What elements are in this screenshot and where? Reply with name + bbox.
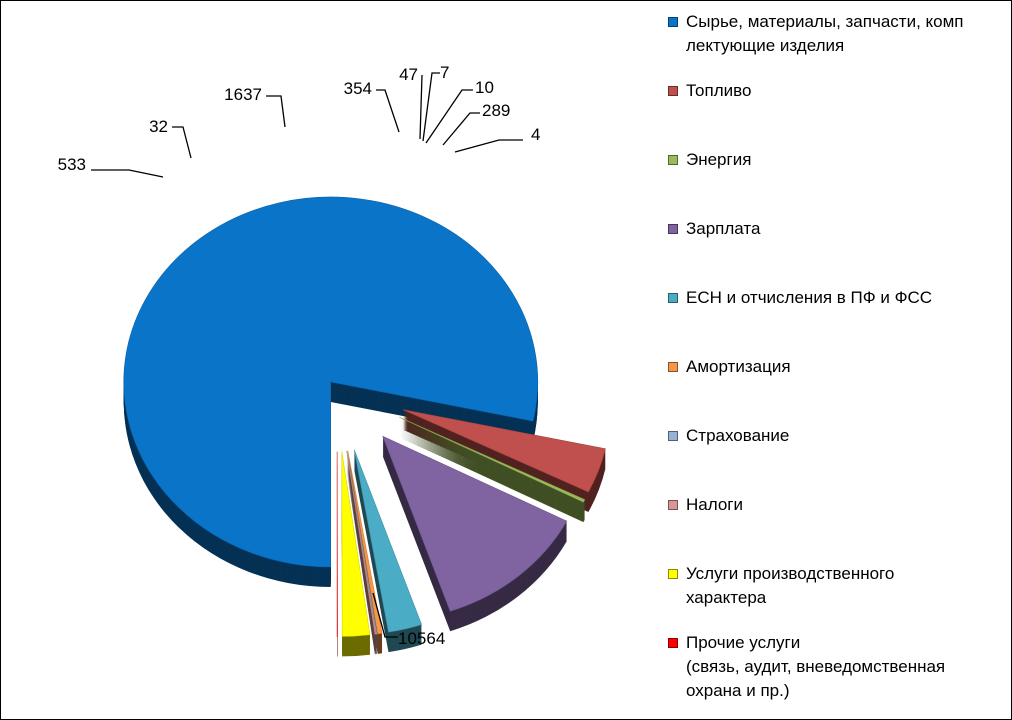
legend-item-depreciation: Амортизация [666, 355, 1006, 424]
slice-side-energy [399, 418, 585, 523]
legend-item-production-services: Услуги производственного характера [666, 562, 1006, 631]
legend-swatch-other-services [668, 638, 678, 648]
legend-label-social-tax: ЕСН и отчисления в ПФ и ФСС [686, 288, 933, 307]
leader-line-other-services [454, 139, 523, 153]
legend-swatch-energy [668, 155, 678, 165]
data-label-social-tax: 354 [344, 79, 372, 98]
data-label-fuel: 533 [58, 155, 86, 174]
legend-label-salary: Зарплата [686, 219, 761, 238]
data-label-depreciation: 47 [399, 65, 418, 84]
legend-swatch-raw-materials [668, 17, 678, 27]
leader-line-depreciation [419, 74, 423, 140]
data-label-salary: 1637 [224, 85, 262, 104]
leader-line-taxes [425, 89, 473, 144]
legend-label-depreciation: Амортизация [686, 357, 791, 376]
legend-item-salary: Зарплата [666, 217, 1006, 286]
data-label-taxes: 10 [475, 78, 494, 97]
legend-label-insurance: Страхование [686, 426, 790, 445]
legend-label-raw-materials: Сырье, материалы, запчасти, комп лектующ… [686, 12, 964, 55]
leader-line-energy [172, 126, 192, 159]
leader-line-social-tax [376, 89, 400, 133]
data-label-raw-materials: 10564 [398, 629, 445, 648]
leader-line-salary [266, 95, 286, 128]
slice-taxes [346, 450, 377, 635]
legend-item-insurance: Страхование [666, 424, 1006, 493]
legend-swatch-fuel [668, 86, 678, 96]
leader-line-insurance [422, 72, 440, 142]
legend-swatch-insurance [668, 431, 678, 441]
data-label-energy: 32 [149, 117, 168, 136]
data-label-insurance: 7 [440, 63, 449, 82]
data-label-production-services: 289 [482, 101, 510, 120]
legend-swatch-social-tax [668, 293, 678, 303]
legend-swatch-depreciation [668, 362, 678, 372]
legend-label-other-services: Прочие услуги (связь, аудит, вневедомств… [686, 633, 946, 700]
legend-item-fuel: Топливо [666, 79, 1006, 148]
legend-swatch-salary [668, 224, 678, 234]
leader-line-production-services [442, 112, 480, 146]
slice-production-services [341, 451, 371, 637]
slice-social-tax [353, 449, 422, 633]
legend: Сырье, материалы, запчасти, комп лектующ… [666, 10, 1006, 700]
legend-swatch-taxes [668, 500, 678, 510]
legend-item-social-tax: ЕСН и отчисления в ПФ и ФСС [666, 286, 1006, 355]
leader-line-raw-materials [372, 592, 398, 638]
legend-swatch-production-services [668, 569, 678, 579]
slice-salary [382, 435, 568, 612]
legend-item-other-services: Прочие услуги (связь, аудит, вневедомств… [666, 631, 1006, 700]
data-label-other-services: 4 [531, 125, 540, 144]
slice-depreciation [347, 450, 383, 635]
slice-fuel [402, 409, 606, 493]
legend-label-energy: Энергия [686, 150, 752, 169]
legend-item-raw-materials: Сырье, материалы, запчасти, комп лектующ… [666, 10, 1006, 79]
slice-energy [399, 417, 586, 503]
legend-item-taxes: Налоги [666, 493, 1006, 562]
slice-raw-materials [123, 196, 539, 568]
legend-item-energy: Энергия [666, 148, 1006, 217]
leader-line-fuel [91, 169, 164, 178]
legend-label-production-services: Услуги производственного характера [686, 564, 895, 607]
legend-label-fuel: Топливо [686, 81, 752, 100]
legend-label-taxes: Налоги [686, 495, 743, 514]
